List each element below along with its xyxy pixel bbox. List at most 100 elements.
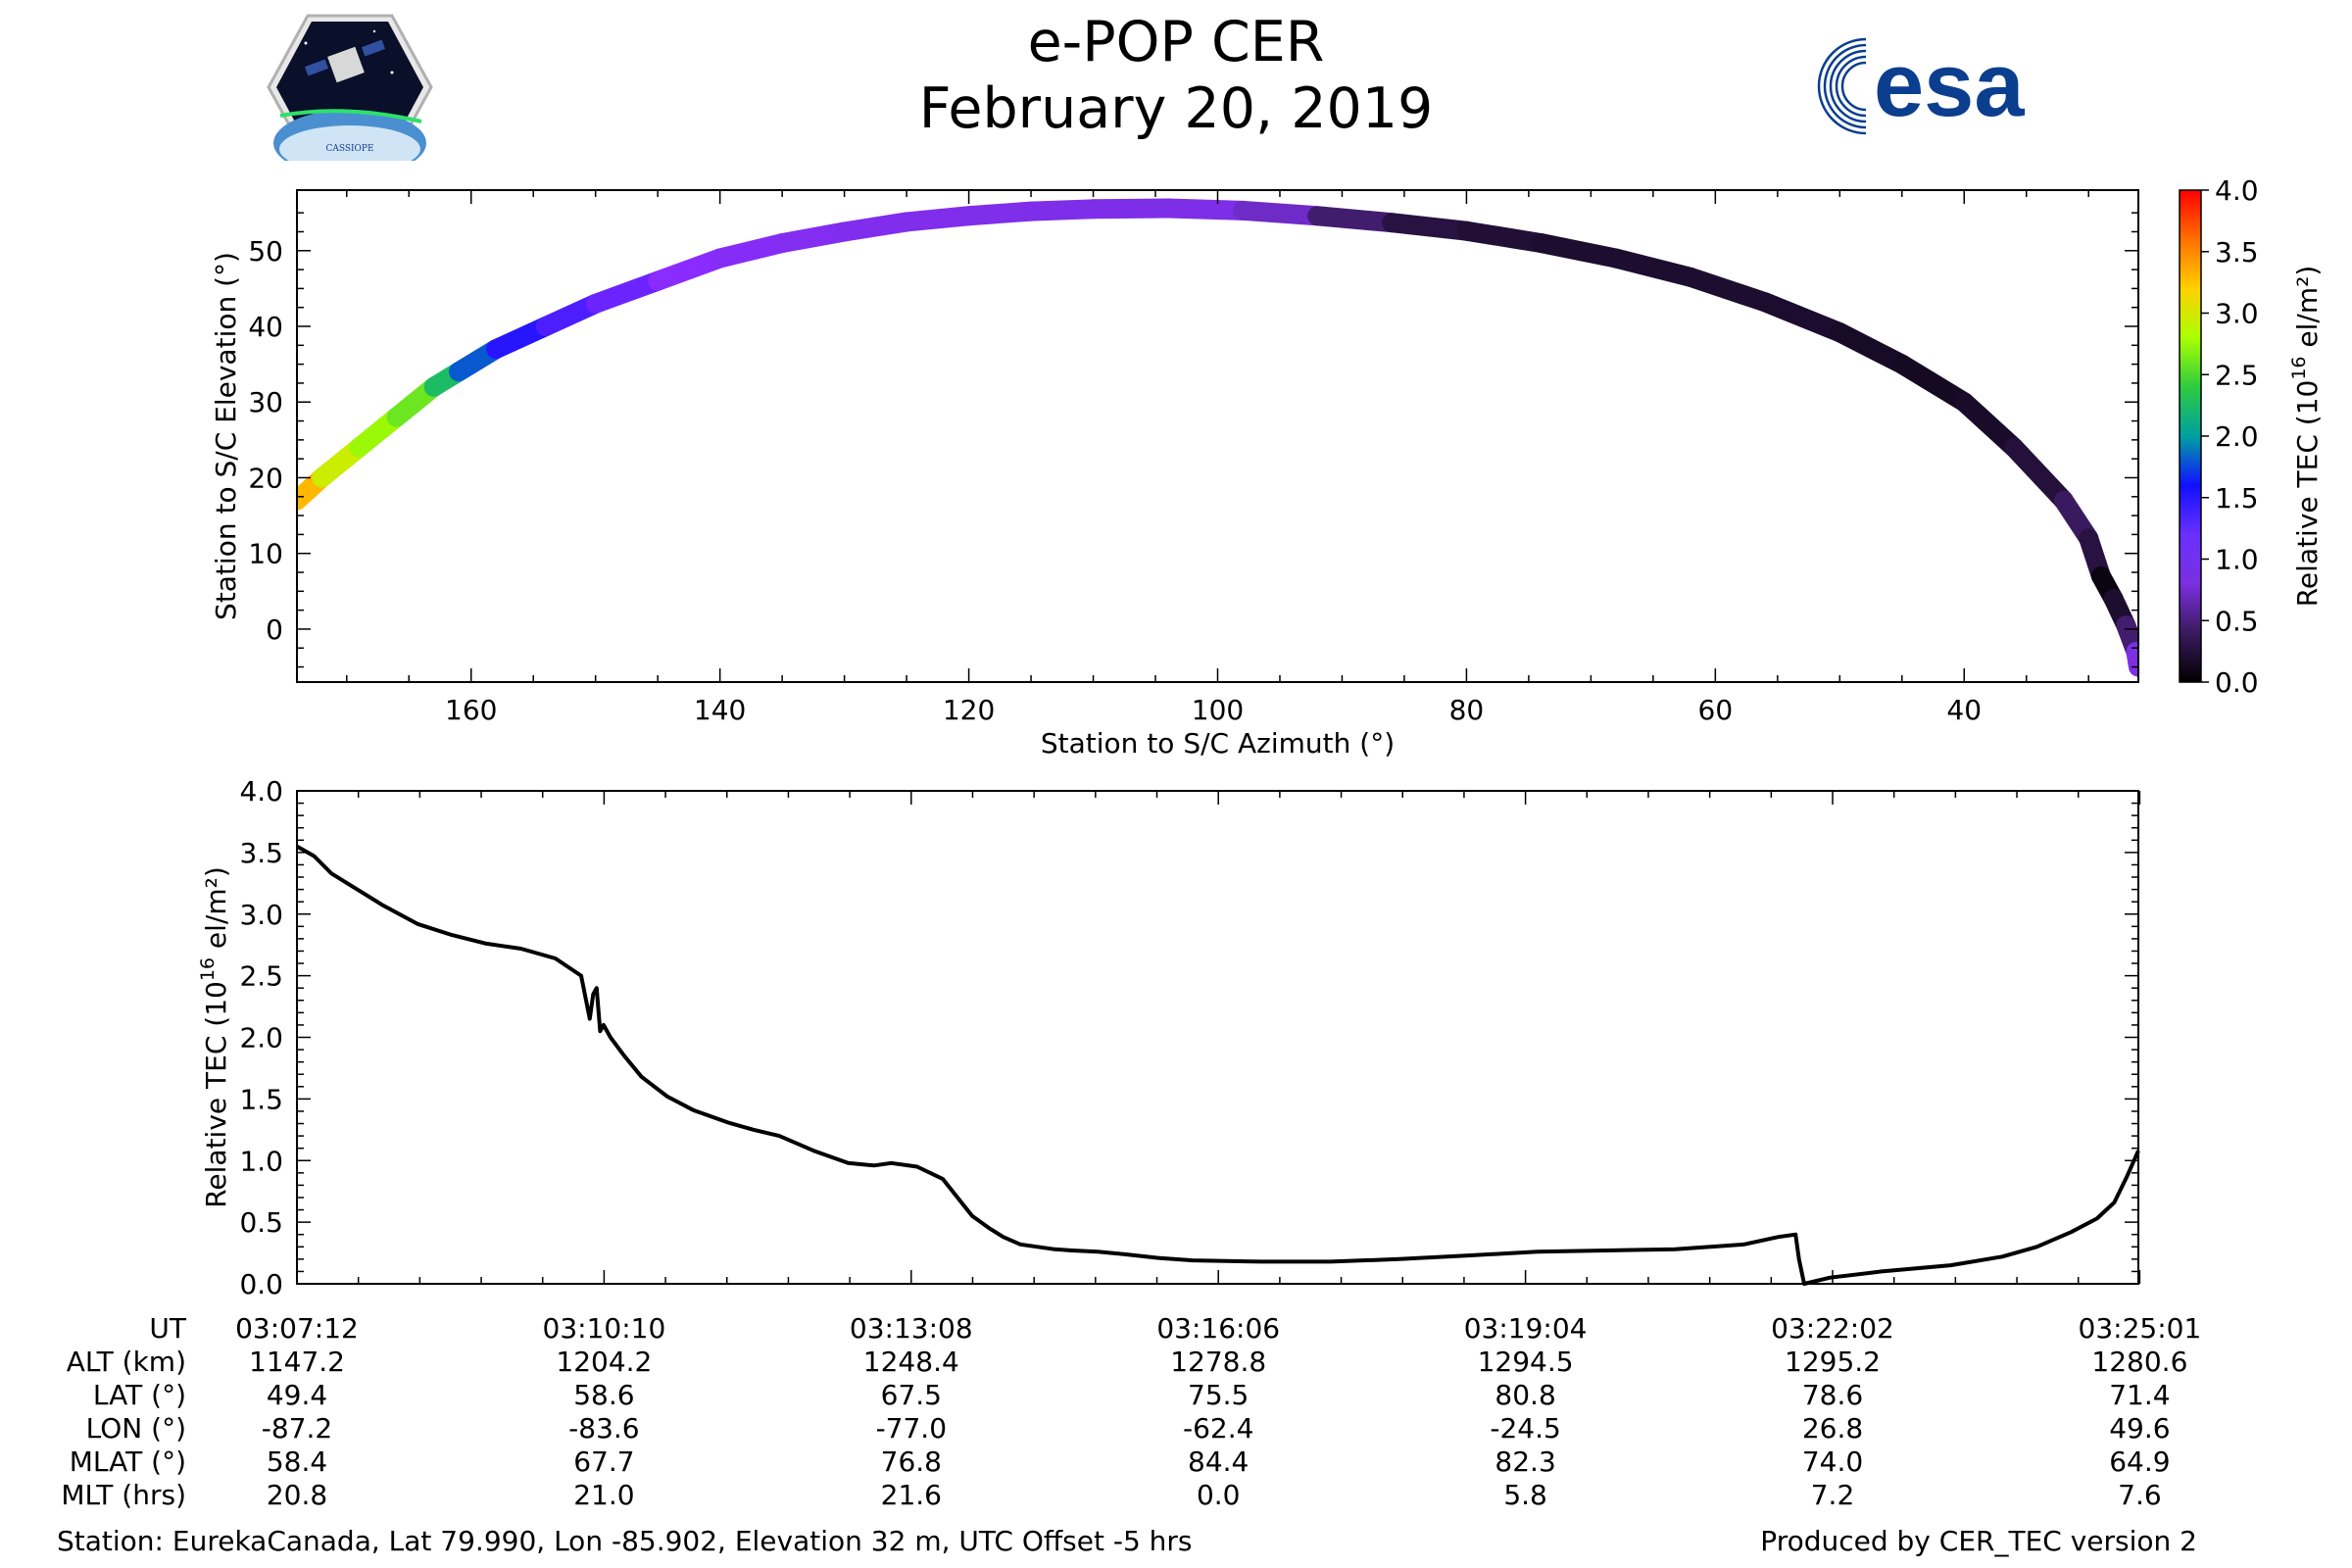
x-tick-label: 140 bbox=[694, 694, 746, 726]
track-segment bbox=[1232, 200, 1328, 226]
table-cell: 82.3 bbox=[1494, 1446, 1556, 1478]
track-segment bbox=[2004, 437, 2074, 511]
table-cell: 7.2 bbox=[1810, 1479, 1855, 1511]
y-tick-label: 10 bbox=[248, 538, 283, 570]
table-cell: 1295.2 bbox=[1785, 1346, 1881, 1378]
table-cell: 03:16:06 bbox=[1156, 1312, 1281, 1345]
colorbar-tick-label: 0.5 bbox=[2215, 605, 2259, 637]
table-cell: 03:22:02 bbox=[1771, 1312, 1894, 1345]
y-axis-label: Relative TEC (1016 el/m²) bbox=[197, 866, 232, 1208]
track-segment bbox=[897, 206, 979, 232]
table-cell: 64.9 bbox=[2109, 1446, 2171, 1478]
page-title: e-POP CER bbox=[1027, 10, 1325, 74]
esa-logo-text: esa bbox=[1874, 35, 2025, 135]
x-axis-label: Station to S/C Azimuth (°) bbox=[1041, 727, 1395, 760]
y-tick-label: 30 bbox=[248, 386, 283, 418]
track-segment bbox=[1307, 206, 1402, 233]
table-row-label: UT bbox=[149, 1312, 186, 1345]
table-cell: 1204.2 bbox=[556, 1346, 653, 1378]
table-cell: 0.0 bbox=[1196, 1479, 1241, 1511]
colorbar-label-sup: 16 bbox=[2288, 356, 2310, 379]
tec-plot: 0.0 0.5 1.0 1.5 2.0 2.5 3.0 3.5 4.0 Relative TEC … bbox=[197, 775, 2141, 1300]
table-cell: 03:07:12 bbox=[235, 1312, 359, 1345]
table-cell: 49.6 bbox=[2109, 1412, 2171, 1445]
y-tick-label: 2.5 bbox=[239, 960, 283, 993]
colorbar-tick-label: 3.0 bbox=[2215, 298, 2259, 330]
table-cell: 03:25:01 bbox=[2078, 1312, 2202, 1345]
y-tick-label: 1.0 bbox=[239, 1145, 283, 1177]
table-cell: 58.4 bbox=[266, 1446, 328, 1478]
track-segment bbox=[958, 201, 1042, 226]
colorbar-tick-label: 1.5 bbox=[2215, 482, 2259, 514]
track-segment bbox=[1382, 213, 1477, 241]
tec-line bbox=[296, 844, 2140, 1286]
cassiope-logo-text: CASSIOPE bbox=[325, 144, 373, 154]
y-axis-label-main: Relative TEC (10 bbox=[200, 981, 232, 1208]
plot-frame bbox=[296, 790, 2139, 1285]
track-segment bbox=[772, 221, 855, 254]
y-tick-label: 0.5 bbox=[239, 1206, 283, 1239]
colorbar-tick-label: 3.5 bbox=[2215, 236, 2259, 269]
plot-area bbox=[297, 190, 2138, 682]
table-row-label: LAT (°) bbox=[92, 1379, 186, 1411]
station-info: Station: EurekaCanada, Lat 79.990, Lon -… bbox=[57, 1525, 1193, 1557]
x-tick-label: 60 bbox=[1698, 694, 1734, 726]
table-cell: -24.5 bbox=[1490, 1412, 1561, 1445]
track-segment bbox=[1083, 198, 1178, 220]
table-cell: 75.5 bbox=[1188, 1379, 1250, 1411]
x-tick-label: 100 bbox=[1192, 694, 1244, 726]
table-cell: -83.6 bbox=[568, 1412, 640, 1445]
table-cell: -87.2 bbox=[261, 1412, 333, 1445]
track bbox=[297, 198, 2138, 677]
y-tick-label: 50 bbox=[248, 235, 283, 268]
table-cell: -62.4 bbox=[1182, 1412, 1254, 1445]
table-cell: 5.8 bbox=[1503, 1479, 1547, 1511]
table-cell: 1294.5 bbox=[1477, 1346, 1574, 1378]
table-cell: 67.7 bbox=[573, 1446, 635, 1478]
table-cell: 74.0 bbox=[1801, 1446, 1864, 1478]
track-segment bbox=[585, 270, 668, 314]
track-segment bbox=[1954, 392, 2025, 458]
y-axis-label-end: el/m²) bbox=[200, 866, 232, 957]
colorbar-label: Relative TEC (1016 el/m²) bbox=[2288, 266, 2324, 608]
cassiope-logo: CASSIOPE bbox=[267, 14, 433, 176]
table-cell: -77.0 bbox=[875, 1412, 948, 1445]
y-axis-label-sup: 16 bbox=[197, 957, 219, 981]
table-cell: 1147.2 bbox=[249, 1346, 345, 1378]
track-segment bbox=[1157, 198, 1252, 220]
track-segment bbox=[834, 212, 917, 242]
table-cell: 1278.8 bbox=[1170, 1346, 1267, 1378]
table-row-label: ALT (km) bbox=[66, 1346, 186, 1378]
produced-by: Produced by CER_TEC version 2 bbox=[1760, 1525, 2197, 1557]
colorbar: 0.0 0.5 1.0 1.5 2.0 2.5 3.0 3.5 4.0 Relative TEC … bbox=[2179, 174, 2324, 699]
y-tick-label: 40 bbox=[248, 311, 283, 343]
track-segment bbox=[1021, 199, 1103, 221]
table-cell: 03:19:04 bbox=[1463, 1312, 1588, 1345]
y-axis-label: Station to S/C Elevation (°) bbox=[210, 252, 242, 620]
y-tick-label: 2.0 bbox=[239, 1022, 283, 1054]
table-row-label: LON (°) bbox=[85, 1412, 186, 1445]
x-tick-label: 40 bbox=[1946, 694, 1982, 726]
track-segment bbox=[1456, 220, 1551, 254]
y-tick-label: 0 bbox=[266, 613, 283, 646]
track-segment bbox=[1680, 267, 1776, 313]
x-tick-label: 120 bbox=[943, 694, 995, 726]
colorbar-label-end: el/m²) bbox=[2291, 266, 2324, 357]
table-cell: 76.8 bbox=[880, 1446, 942, 1478]
table-cell: 7.6 bbox=[2118, 1479, 2162, 1511]
track-segment bbox=[1830, 322, 1912, 374]
table-cell: 03:10:10 bbox=[542, 1312, 666, 1345]
colorbar-gradient bbox=[2179, 189, 2202, 683]
table-cell: 78.6 bbox=[1801, 1379, 1864, 1411]
colorbar-tick-label: 4.0 bbox=[2215, 174, 2259, 207]
table-cell: 1280.6 bbox=[2091, 1346, 2188, 1378]
colorbar-label-main: Relative TEC (10 bbox=[2291, 380, 2324, 608]
table-cell: 49.4 bbox=[266, 1379, 328, 1411]
colorbar-tick-label: 2.0 bbox=[2215, 420, 2259, 453]
colorbar-tick-label: 0.0 bbox=[2215, 666, 2259, 699]
track-segment bbox=[1755, 292, 1850, 343]
table-cell: 58.6 bbox=[573, 1379, 635, 1411]
table-cell: 21.6 bbox=[880, 1479, 942, 1511]
